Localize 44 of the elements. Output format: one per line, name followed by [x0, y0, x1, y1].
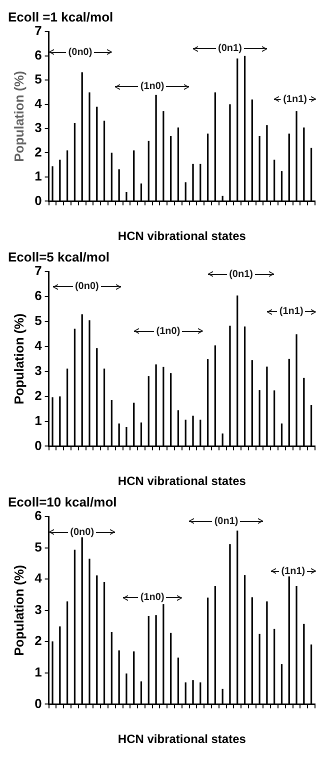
annotation: (0n1) — [213, 516, 240, 527]
annotation: (1n0) — [139, 81, 166, 92]
y-tick-label: 2 — [34, 144, 42, 160]
x-axis-title: HCN vibrational states — [118, 732, 246, 746]
y-tick-label: 1 — [34, 168, 42, 184]
y-axis-title: Population (%) — [11, 564, 26, 656]
y-tick-label: 0 — [34, 696, 42, 711]
annotation: (0n1) — [228, 268, 254, 280]
y-tick-label: 2 — [34, 388, 42, 403]
annotation: (0n0) — [67, 46, 94, 58]
annotation: (1n0) — [155, 326, 182, 337]
y-tick-label: 7 — [34, 263, 42, 278]
y-tick-label: 6 — [34, 288, 42, 304]
x-axis-title: HCN vibrational states — [118, 229, 246, 244]
y-tick-label: 5 — [34, 72, 42, 87]
y-tick-label: 3 — [34, 120, 42, 136]
y-tick-label: 5 — [34, 539, 42, 554]
chart-title: Ecoll=5 kcal/mol — [8, 249, 110, 264]
y-tick-label: 3 — [34, 362, 42, 378]
y-tick-label: 2 — [34, 633, 42, 648]
y-tick-label: 1 — [34, 412, 42, 428]
y-tick-label: 4 — [34, 96, 43, 111]
annotation: (1n1) — [278, 306, 304, 318]
y-axis-title: Population (%) — [11, 70, 26, 162]
y-tick-label: 3 — [34, 602, 42, 617]
y-tick-label: 6 — [34, 47, 42, 62]
y-tick-label: 7 — [34, 23, 42, 38]
y-tick-label: 4 — [34, 570, 43, 586]
annotation: (1n1) — [282, 94, 308, 105]
annotation: (1n1) — [280, 566, 306, 577]
chart-title: Ecoll =1 kcal/mol — [8, 9, 114, 24]
y-tick-label: 1 — [34, 664, 42, 680]
y-tick-label: 4 — [34, 338, 43, 354]
x-axis-title: HCN vibrational states — [118, 474, 246, 488]
chart-title: Ecoll=10 kcal/mol — [8, 494, 117, 510]
y-axis-title: Population (%) — [11, 313, 26, 404]
y-tick-label: 0 — [34, 192, 42, 208]
y-tick-label: 0 — [34, 438, 42, 453]
annotation: (0n0) — [74, 281, 100, 292]
y-tick-label: 6 — [34, 508, 42, 524]
annotation: (0n1) — [217, 43, 243, 54]
annotation: (0n0) — [69, 526, 96, 538]
annotation: (1n0) — [139, 592, 166, 604]
y-tick-label: 5 — [34, 313, 42, 328]
